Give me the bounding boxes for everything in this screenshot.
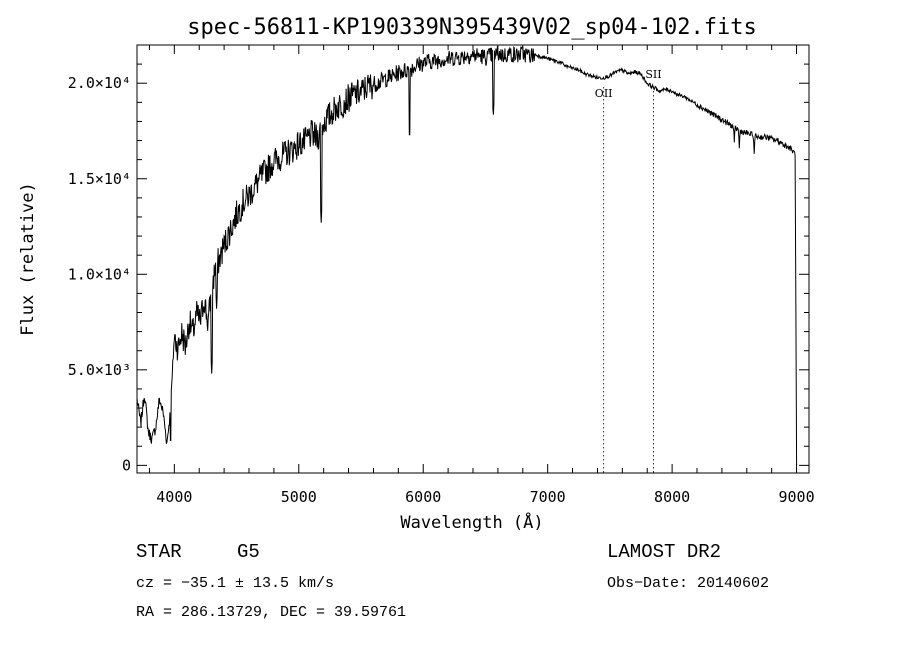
y-axis-label: Flux (relative) xyxy=(18,182,38,336)
x-tick-label: 4000 xyxy=(156,488,192,506)
chart-title: spec-56811-KP190339N395439V02_sp04-102.f… xyxy=(187,15,757,40)
x-tick-label: 7000 xyxy=(530,488,566,506)
y-tick-label: 1.0×10⁴ xyxy=(68,265,131,283)
y-tick-label: 0 xyxy=(122,456,131,474)
axis-tick-labels: 4000 5000 6000 7000 8000 9000 0 5.0×10³ 1.0×10⁴ 1… xyxy=(68,74,815,506)
axis-ticks xyxy=(137,45,809,473)
x-tick-label: 5000 xyxy=(281,488,317,506)
coordinates: RA = 286.13729, DEC = 39.59761 xyxy=(136,604,407,621)
emission-line-label: OII xyxy=(595,87,613,100)
survey-name: LAMOST DR2 xyxy=(607,541,722,563)
emission-line-markers: OII SII xyxy=(595,68,662,473)
y-tick-label: 2.0×10⁴ xyxy=(68,74,131,92)
redshift-info: cz = −35.1 ± 13.5 km/s xyxy=(136,575,335,592)
x-tick-label: 9000 xyxy=(778,488,814,506)
spectrum-line xyxy=(136,46,798,466)
y-tick-label: 5.0×10³ xyxy=(68,361,131,379)
plot-frame xyxy=(136,44,810,474)
emission-line-label: SII xyxy=(645,68,661,81)
object-subclass: G5 xyxy=(237,541,260,563)
x-tick-label: 8000 xyxy=(654,488,690,506)
x-axis-label: Wavelength (Å) xyxy=(400,511,543,533)
y-tick-label: 1.5×10⁴ xyxy=(68,170,131,188)
object-class: STAR xyxy=(136,541,182,563)
observation-date: Obs−Date: 20140602 xyxy=(607,575,770,592)
x-tick-label: 6000 xyxy=(405,488,441,506)
